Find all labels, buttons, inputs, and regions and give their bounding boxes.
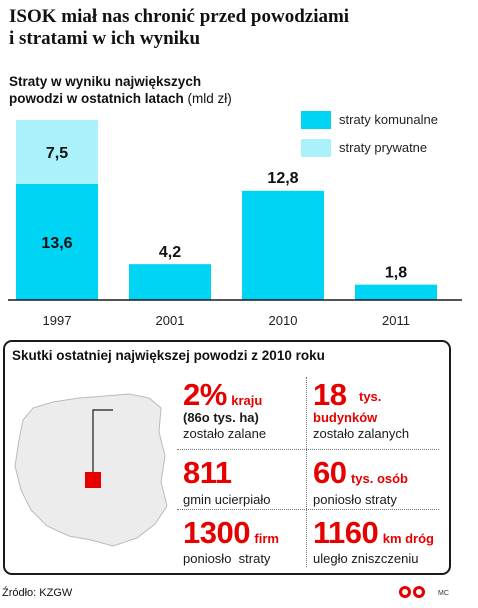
x-tick-label-2011: 2011	[382, 313, 410, 328]
stat-destroyed-roads-unit: km dróg	[382, 531, 435, 546]
bar-2010-series-1	[242, 190, 324, 300]
bar-1997-series-2	[16, 120, 98, 184]
author-signature: MC	[438, 590, 449, 597]
divider-row-1	[177, 449, 439, 450]
bar-2001-series-1	[129, 264, 211, 300]
stat-affected-companies-value: 1300	[183, 515, 250, 550]
legend-swatch-communal	[301, 111, 331, 129]
stat-affected-people-unit: tys. osób	[350, 471, 409, 486]
data-label-2011-series-1: 1,8	[385, 265, 407, 282]
publisher-logo-icon	[399, 586, 425, 598]
chart-title-line-2: powodzi w ostatnich latach	[9, 91, 184, 106]
data-label-2010-series-1: 12,8	[267, 170, 298, 187]
stat-flooded-area-extra: (86o tys. ha)	[183, 410, 259, 425]
headline-line-2: i stratami w ich wyniku	[9, 28, 201, 49]
stat-flooded-buildings-unit-1: tys.	[359, 389, 382, 404]
stat-affected-people-desc: poniosło straty	[313, 492, 397, 507]
stat-affected-companies-unit: firm	[254, 531, 279, 546]
x-tick-label-1997: 1997	[43, 313, 72, 328]
x-tick-label-2010: 2010	[269, 313, 298, 328]
data-label-1997-series-2: 7,5	[46, 145, 68, 162]
bar-2011-series-1	[355, 284, 437, 300]
stat-destroyed-roads-desc: uległo zniszczeniu	[313, 551, 419, 566]
stat-destroyed-roads: 1160 km dróg uległo zniszczeniu	[313, 517, 434, 567]
stat-destroyed-roads-value: 1160	[313, 515, 379, 550]
source-note: Źródło: KZGW	[2, 587, 73, 599]
legend-swatch-private	[301, 139, 331, 157]
stat-flooded-buildings-value: 18	[313, 377, 347, 412]
headline: ISOK miał nas chronić przed powodziami i…	[9, 6, 349, 50]
map-pointer-line	[92, 409, 113, 478]
stat-flooded-area: 2% kraju (86o tys. ha) zostało zalane	[183, 379, 266, 442]
stat-flooded-buildings-desc: zostało zalanych	[313, 426, 410, 441]
divider-vertical	[306, 377, 307, 567]
headline-line-1: ISOK miał nas chronić przed powodziami	[9, 6, 350, 27]
legend-label-communal: straty komunalne	[339, 112, 438, 127]
flood-area-marker	[85, 472, 101, 488]
legend-label-private: straty prywatne	[339, 140, 428, 155]
stat-affected-municipalities-desc: gmin ucierpiało	[183, 492, 271, 507]
stat-affected-municipalities: 811 gmin ucierpiało	[183, 457, 270, 508]
divider-row-2	[177, 509, 439, 510]
poland-outline	[14, 393, 168, 547]
stat-affected-people: 60 tys. osób poniosło straty	[313, 457, 408, 508]
chart-title: Straty w wyniku największych powodzi w o…	[9, 73, 232, 107]
stat-affected-people-value: 60	[313, 455, 347, 490]
stat-flooded-area-desc: zostało zalane	[183, 426, 267, 441]
flood-impact-box: Skutki ostatniej największej powodzi z 2…	[3, 340, 451, 575]
infobox-title: Skutki ostatniej największej powodzi z 2…	[12, 348, 325, 363]
data-label-1997-series-1: 13,6	[41, 235, 72, 252]
chart-unit: (mld zł)	[187, 91, 232, 106]
chart-title-line-1: Straty w wyniku największych	[9, 74, 202, 89]
data-label-2001-series-1: 4,2	[159, 244, 181, 261]
x-tick-label-2001: 2001	[156, 313, 185, 328]
bar-1997-series-1	[16, 183, 98, 300]
bar-chart: 13,6 7,5 1997 4,2 2001 12,8 2010 1,8 2011	[8, 120, 462, 328]
stat-flooded-buildings-unit-2: budynków	[313, 410, 378, 425]
stat-affected-companies-desc: poniosło straty	[183, 551, 271, 566]
stat-flooded-buildings: 18 tys. budynków zostało zalanych	[313, 379, 409, 442]
stat-flooded-area-value: 2%	[183, 377, 227, 412]
stat-flooded-area-unit: kraju	[231, 393, 263, 408]
stat-affected-companies: 1300 firm poniosło straty	[183, 517, 279, 567]
poland-map	[14, 393, 168, 547]
stat-affected-municipalities-value: 811	[183, 455, 232, 490]
